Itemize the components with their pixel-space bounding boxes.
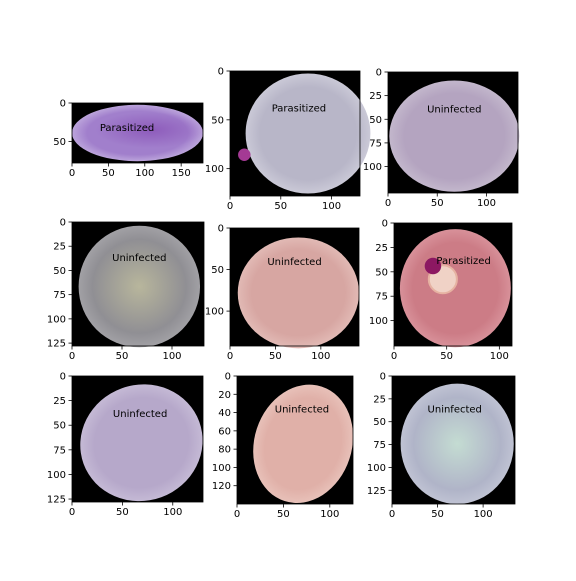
x-tick-label: 0 — [227, 201, 233, 212]
x-tick-label: 0 — [391, 351, 397, 362]
cell-image — [238, 237, 359, 348]
y-tick-label: 125 — [367, 486, 386, 497]
y-tick-label: 75 — [375, 292, 388, 303]
cell-panel-9: Uninfected 0 50 100 0 25 50 75 100 125 — [367, 372, 515, 521]
y-tick-label: 100 — [205, 307, 224, 318]
y-tick-label: 0 — [60, 372, 66, 383]
x-tick-label: 100 — [311, 351, 330, 362]
y-tick-label: 125 — [47, 339, 66, 350]
x-tick-label: 50 — [102, 168, 115, 179]
y-tick-label: 100 — [363, 162, 382, 173]
x-tick-label: 100 — [162, 351, 181, 362]
cell-panel-5: Uninfected 0 50 100 0 50 100 — [205, 224, 359, 363]
y-tick-label: 80 — [218, 445, 231, 456]
y-tick-label: 0 — [380, 372, 386, 383]
y-tick-label: 25 — [53, 396, 66, 407]
y-tick-label: 25 — [375, 243, 388, 254]
cell-panel-2: Parasitized 0 50 100 0 50 100 — [205, 67, 370, 213]
x-tick-label: 150 — [172, 168, 191, 179]
x-tick-label: 100 — [322, 201, 341, 212]
cell-image — [401, 384, 514, 504]
cell-panel-6: Parasitized 0 50 100 0 25 50 75 100 — [369, 219, 512, 363]
cell-label: Parasitized — [436, 256, 490, 267]
y-tick-label: 50 — [53, 266, 66, 277]
y-tick-label: 75 — [369, 138, 382, 149]
y-tick-label: 50 — [53, 421, 66, 432]
cell-image — [246, 74, 371, 194]
y-tick-label: 100 — [369, 316, 388, 327]
x-tick-label: 50 — [116, 351, 129, 362]
y-tick-label: 0 — [225, 372, 231, 383]
cell-label: Uninfected — [113, 409, 167, 420]
x-tick-label: 0 — [234, 509, 240, 520]
x-tick-label: 100 — [163, 507, 182, 518]
x-tick-label: 0 — [385, 198, 391, 209]
y-tick-label: 0 — [60, 99, 66, 110]
y-tick-label: 75 — [53, 290, 66, 301]
x-tick-label: 0 — [69, 351, 75, 362]
cell-panel-7: Uninfected 0 50 100 0 25 50 75 100 125 — [47, 367, 219, 518]
x-tick-label: 50 — [269, 351, 282, 362]
y-tick-label: 125 — [47, 495, 66, 506]
y-tick-label: 100 — [47, 314, 66, 325]
y-tick-label: 0 — [60, 218, 66, 229]
x-tick-label: 50 — [431, 509, 444, 520]
x-tick-label: 100 — [320, 509, 339, 520]
y-tick-label: 50 — [53, 137, 66, 148]
cell-image — [400, 229, 511, 347]
x-tick-label: 50 — [431, 198, 444, 209]
y-tick-label: 100 — [212, 463, 231, 474]
cell-label: Uninfected — [267, 257, 321, 268]
cell-label: Parasitized — [100, 123, 154, 134]
x-tick-label: 100 — [477, 198, 496, 209]
y-tick-label: 25 — [373, 394, 386, 405]
cell-image — [79, 226, 200, 348]
y-tick-label: 100 — [367, 463, 386, 474]
y-tick-label: 100 — [205, 164, 224, 175]
parasite-stain — [238, 149, 251, 162]
x-tick-label: 0 — [389, 509, 395, 520]
y-tick-label: 25 — [369, 91, 382, 102]
x-tick-label: 100 — [490, 351, 509, 362]
x-tick-label: 100 — [135, 168, 154, 179]
x-tick-label: 50 — [116, 507, 129, 518]
cell-label: Uninfected — [112, 253, 166, 264]
y-tick-label: 120 — [212, 481, 231, 492]
x-tick-label: 0 — [227, 351, 233, 362]
x-tick-label: 100 — [474, 509, 493, 520]
y-tick-label: 50 — [375, 267, 388, 278]
cell-panel-4: Uninfected 0 50 100 0 25 50 75 100 125 — [47, 218, 204, 363]
y-tick-label: 0 — [382, 219, 388, 230]
cell-label: Uninfected — [428, 404, 482, 415]
y-tick-label: 0 — [376, 68, 382, 79]
x-tick-label: 50 — [274, 201, 287, 212]
y-tick-label: 100 — [47, 470, 66, 481]
y-tick-label: 0 — [218, 67, 224, 78]
cell-panel-1: Parasitized 0 50 100 150 0 50 — [53, 99, 205, 180]
x-tick-label: 50 — [440, 351, 453, 362]
x-tick-label: 0 — [69, 168, 75, 179]
y-tick-label: 75 — [373, 440, 386, 451]
y-tick-label: 50 — [373, 417, 386, 428]
y-tick-label: 50 — [369, 115, 382, 126]
y-tick-label: 20 — [218, 390, 231, 401]
y-tick-label: 50 — [211, 115, 224, 126]
cell-panel-3: Uninfected 0 50 100 0 25 50 75 100 — [363, 68, 519, 210]
y-tick-label: 25 — [53, 242, 66, 253]
y-tick-label: 50 — [211, 265, 224, 276]
y-tick-label: 40 — [218, 408, 231, 419]
cell-label: Uninfected — [275, 404, 329, 415]
cell-image — [389, 80, 519, 191]
y-tick-label: 75 — [53, 445, 66, 456]
x-tick-label: 0 — [69, 507, 75, 518]
cell-panel-8: Uninfected 0 50 100 0 20 40 60 80 100 120 — [212, 372, 368, 521]
cell-label: Parasitized — [272, 104, 326, 115]
x-tick-label: 50 — [277, 509, 290, 520]
y-tick-label: 0 — [218, 224, 224, 235]
y-tick-label: 60 — [218, 426, 231, 437]
cell-label: Uninfected — [427, 105, 481, 116]
